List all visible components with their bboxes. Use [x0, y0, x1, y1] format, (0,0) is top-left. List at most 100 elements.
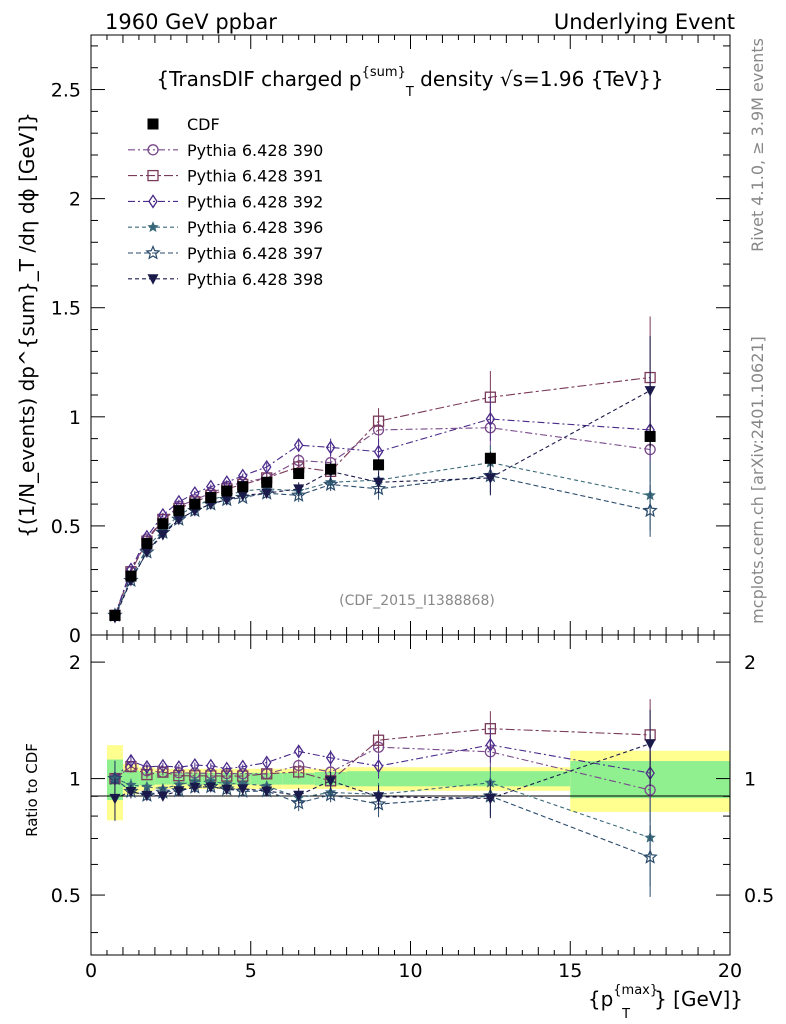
data-point: [293, 468, 305, 480]
title-pre: {TransDIF charged p: [156, 67, 361, 91]
series-cdf: [109, 425, 656, 621]
data-point: [221, 495, 233, 506]
legend: CDF Pythia 6.428 390 Pythia 6.428 391 Pythi…: [128, 115, 323, 289]
mcplots-label: mcplots.cern.ch [arXiv:2401.10621]: [748, 336, 767, 624]
ratio-band-inner: [282, 772, 315, 785]
ratio-point: [325, 750, 336, 765]
ratio-band-inner: [154, 772, 171, 785]
data-point: [237, 490, 249, 502]
legend-marker: [147, 144, 159, 156]
data-point: [173, 505, 185, 517]
ratio-point: [325, 776, 337, 787]
ratio-ylabel: Ratio to CDF: [23, 743, 41, 837]
analysis-watermark: (CDF_2015_I1388868): [339, 593, 495, 609]
main-y-tick-label: 2.5: [51, 80, 81, 102]
data-point: [221, 485, 233, 497]
data-point: [485, 411, 496, 427]
legend-label: Pythia 6.428 390: [187, 141, 323, 160]
main-data: [107, 316, 658, 624]
x-tick-label: 15: [558, 960, 582, 982]
main-y-tick-label: 0.5: [51, 516, 81, 538]
main-title: {TransDIF charged p{sum} T density √s=1.9…: [156, 65, 663, 100]
ratio-band-inner: [138, 771, 155, 786]
main-y-tick-label: 0: [69, 625, 81, 647]
series-line: [114, 427, 651, 616]
data-point: [173, 514, 185, 526]
x-tick-label: 5: [245, 960, 257, 982]
ratio-point: [190, 757, 200, 773]
ratio-point: [237, 759, 248, 774]
data-point: [141, 537, 153, 549]
main-y-tick-label: 1: [69, 407, 81, 429]
ratio-point: [222, 761, 232, 776]
data-point: [141, 547, 153, 559]
ratio-ticks: 0 5 10 15 20 0.5 0.5 1 1 2 2: [51, 635, 774, 982]
ratio-point: [157, 791, 169, 802]
ratio-y-tick-label: 1: [69, 769, 81, 791]
legend-marker: [148, 194, 158, 209]
ratio-point: [261, 755, 272, 770]
ratio-point: [126, 753, 136, 769]
x-tick-label: 10: [398, 960, 422, 982]
legend-item: Pythia 6.428 392: [128, 192, 323, 211]
ratio-point: [189, 782, 201, 794]
legend-marker: [147, 274, 159, 285]
ratio-point: [141, 790, 153, 802]
legend-item: Pythia 6.428 398: [128, 270, 323, 289]
data-point: [125, 570, 137, 582]
ratio-point: [205, 782, 217, 793]
xlabel-sup: {max}: [613, 983, 658, 998]
legend-marker: [145, 244, 161, 260]
data-point: [261, 488, 273, 500]
ratio-point: [125, 787, 137, 798]
ratio-point: [293, 744, 304, 759]
legend-marker: [147, 221, 159, 233]
data-point: [372, 415, 385, 427]
ratio-point: [291, 794, 307, 810]
main-ticks: 0 0.5 1 1.5 2 2.5: [51, 35, 731, 647]
data-point: [109, 609, 121, 621]
title-sup: {sum}: [362, 65, 406, 80]
xlabel-post: } [GeV]}: [654, 987, 743, 1011]
ratio-point: [373, 758, 384, 774]
data-point: [293, 438, 304, 453]
series-pythia-6.428-398: [109, 336, 656, 624]
legend-marker: [147, 169, 159, 182]
data-point: [644, 430, 656, 442]
header-left: 1960 GeV ppbar: [105, 10, 277, 34]
legend-item: Pythia 6.428 390: [128, 141, 323, 160]
ratio-point: [221, 784, 233, 796]
legend-label: Pythia 6.428 391: [187, 167, 323, 186]
data-point: [644, 386, 656, 397]
data-point: [189, 498, 201, 510]
ratio-point: [157, 782, 169, 794]
data-point: [322, 476, 339, 491]
ratio-y-tick-label: 2: [69, 652, 81, 674]
data-point: [484, 452, 496, 464]
data-point: [293, 484, 305, 495]
data-point: [261, 459, 272, 475]
ratio-y-tick-label-right: 0.5: [744, 885, 774, 907]
main-y-tick-label: 1.5: [51, 298, 81, 320]
ratio-point: [485, 737, 496, 753]
ratio-point: [141, 780, 153, 792]
ratio-point: [293, 790, 305, 802]
ratio-point: [261, 786, 273, 798]
ratio-point: [158, 758, 168, 774]
ratio-point: [642, 849, 658, 864]
ratio-y-tick-label-right: 2: [744, 652, 756, 674]
data-point: [325, 440, 336, 455]
title-sub: T: [405, 85, 414, 100]
header-right: Underlying Event: [554, 10, 735, 34]
legend-item: CDF: [147, 115, 220, 134]
ratio-point: [322, 786, 339, 802]
legend-item: Pythia 6.428 396: [128, 218, 323, 237]
legend-item: Pythia 6.428 397: [128, 244, 323, 263]
legend-label: Pythia 6.428 392: [187, 192, 323, 211]
ratio-point: [174, 760, 184, 775]
data-point: [261, 476, 273, 488]
ratio-band-inner: [346, 771, 411, 787]
title-post: density √s=1.96 {TeV}}: [414, 67, 664, 91]
ratio-point: [293, 766, 305, 778]
